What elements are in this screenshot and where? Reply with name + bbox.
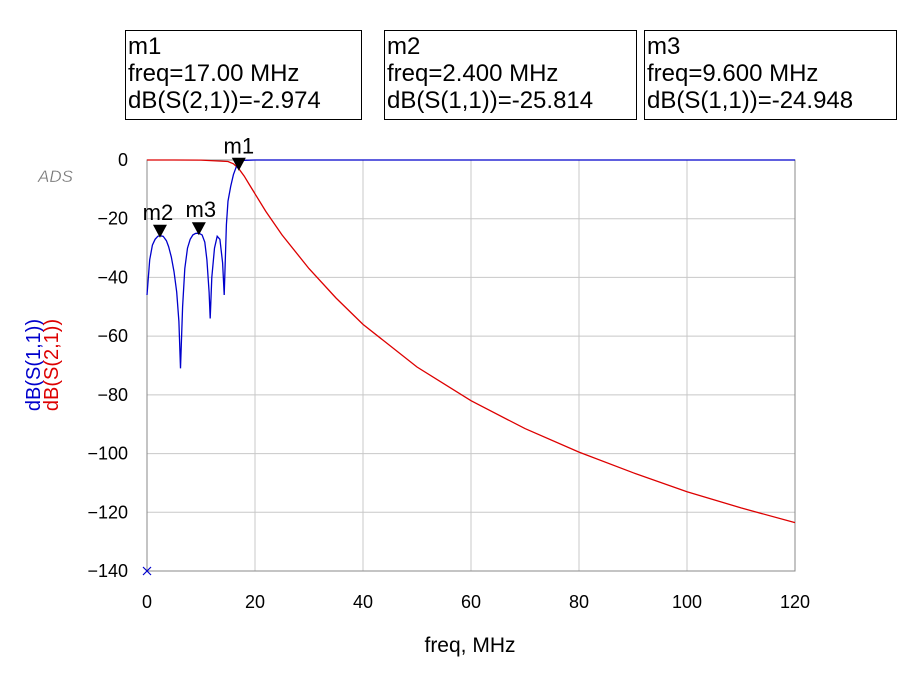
- ads-watermark: ADS: [37, 167, 74, 186]
- x-tick-label: 120: [780, 592, 810, 612]
- x-tick-label: 80: [569, 592, 589, 612]
- marker-freq: freq=2.400 MHz: [387, 60, 559, 87]
- marker-triangle: [152, 224, 167, 238]
- marker-value: dB(S(1,1))=-25.814: [387, 87, 594, 114]
- y-tick-label: −120: [87, 502, 128, 522]
- marker-name: m2: [387, 33, 421, 60]
- marker-label: m2: [143, 200, 174, 225]
- origin-cross: [142, 566, 152, 576]
- marker-freq: freq=9.600 MHz: [647, 60, 819, 87]
- y-axis-label-s11: dB(S(1,1)): [23, 319, 45, 411]
- marker-triangle: [231, 157, 246, 171]
- x-tick-label: 0: [142, 592, 152, 612]
- y-tick-label: −20: [97, 209, 128, 229]
- x-axis-label: freq, MHz: [424, 634, 515, 657]
- marker-name: m1: [128, 33, 162, 60]
- marker-name: m3: [647, 33, 681, 60]
- marker-value: dB(S(2,1))=-2.974: [128, 87, 321, 114]
- marker-value: dB(S(1,1))=-24.948: [647, 87, 854, 114]
- series-line-s21: [147, 159, 796, 524]
- y-tick-label: −60: [97, 326, 128, 346]
- x-tick-label: 40: [353, 592, 373, 612]
- marker-triangle: [191, 222, 206, 236]
- y-tick-label: 0: [118, 150, 128, 170]
- x-tick-label: 20: [245, 592, 265, 612]
- y-tick-label: −100: [87, 444, 128, 464]
- y-tick-label: −40: [97, 267, 128, 287]
- x-tick-label: 100: [672, 592, 702, 612]
- x-tick-label: 60: [461, 592, 481, 612]
- marker-label: m1: [224, 134, 255, 159]
- y-tick-label: −80: [97, 385, 128, 405]
- marker-readout-m1: m1 freq=17.00 MHz dB(S(2,1))=-2.974: [125, 30, 362, 120]
- grid: [146, 159, 796, 572]
- y-axis-label-s21: dB(S(2,1)): [41, 319, 63, 411]
- marker-label: m3: [186, 197, 217, 222]
- tick-labels: 0 20 40 60 80 100 120 0 −20 −40 −60 −80 −100 −120 −140: [87, 150, 810, 612]
- marker-freq: freq=17.00 MHz: [128, 60, 300, 87]
- marker-readout-m3: m3 freq=9.600 MHz dB(S(1,1))=-24.948: [644, 30, 897, 120]
- markers: m1 m2 m3: [143, 134, 254, 238]
- marker-readout-m2: m2 freq=2.400 MHz dB(S(1,1))=-25.814: [384, 30, 637, 120]
- y-tick-label: −140: [87, 561, 128, 581]
